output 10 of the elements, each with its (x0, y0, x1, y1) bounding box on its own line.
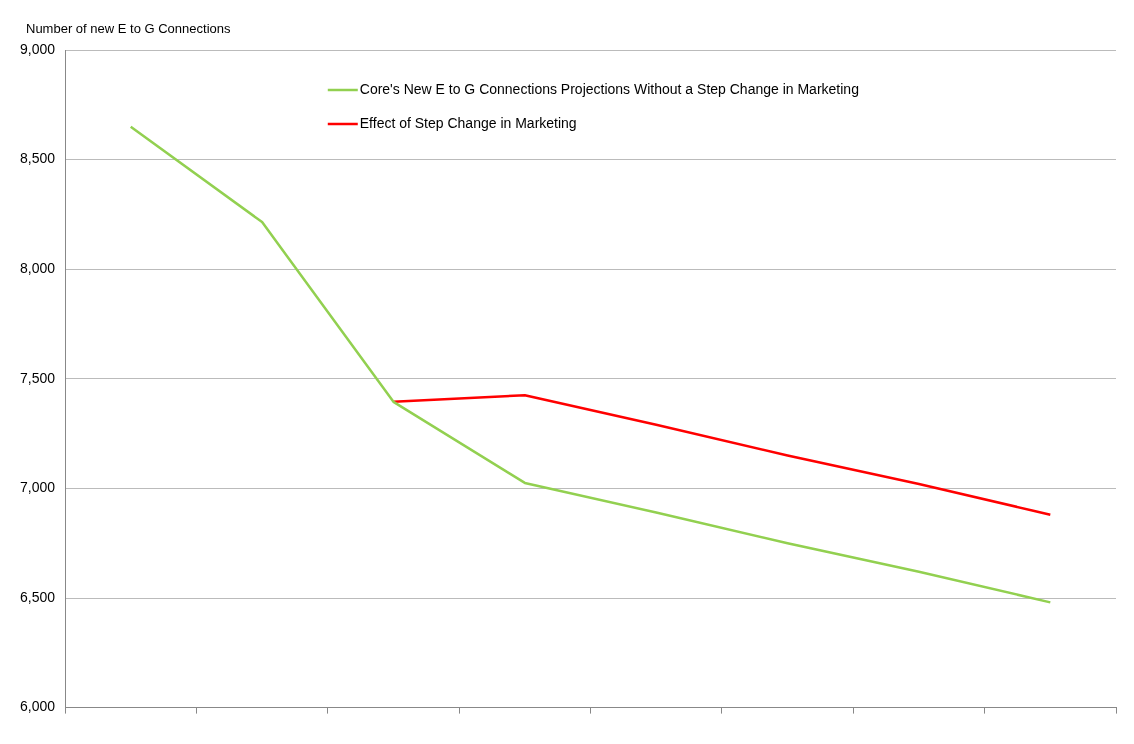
y-tick-label: 6,500 (19, 588, 56, 605)
legend-label: Effect of Step Change in Marketing (359, 114, 577, 131)
y-tick-label: 7,500 (19, 369, 56, 386)
y-tick-label: 8,000 (19, 260, 56, 277)
y-tick-label: 9,000 (19, 40, 56, 57)
y-tick-label: 8,500 (19, 150, 56, 167)
y-tick-label: 7,000 (19, 479, 56, 496)
y-tick-label: 6,000 (19, 698, 56, 715)
legend-label: Core's New E to G Connections Projections Without a Step Change in Marketing (359, 80, 859, 97)
y-axis-title: Number of new E to G Connections (26, 20, 231, 36)
